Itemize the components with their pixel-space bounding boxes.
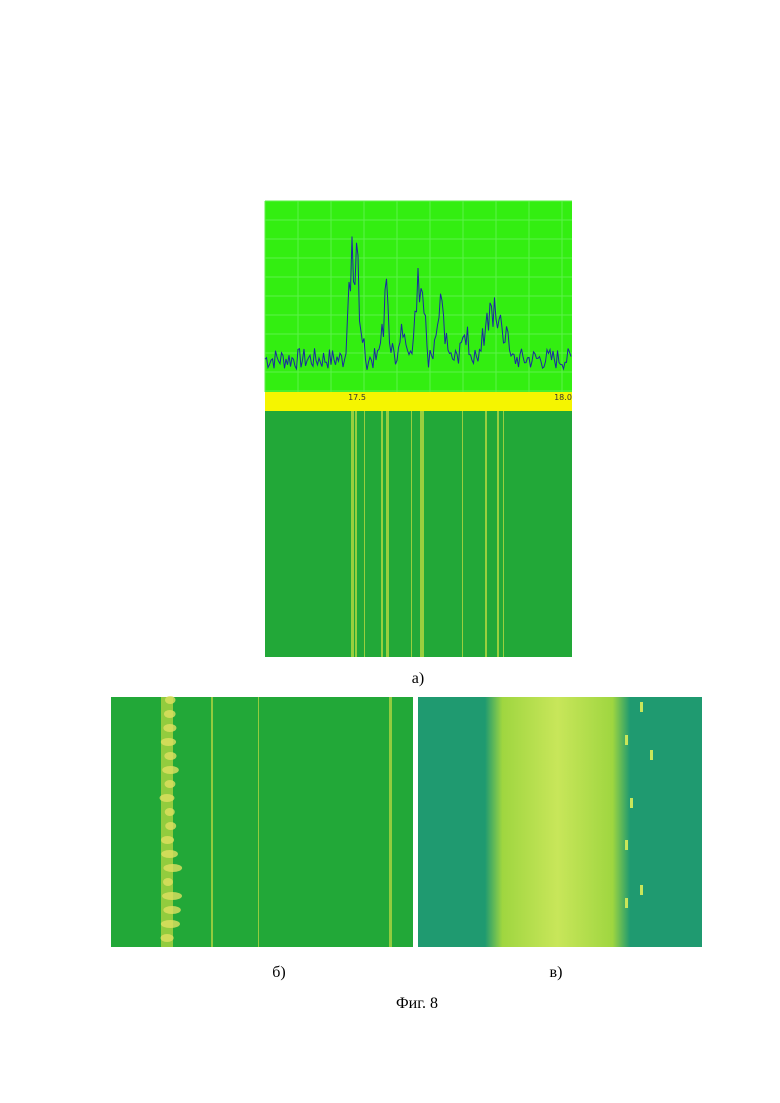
signal-burst: [164, 752, 176, 760]
signal-burst: [161, 934, 174, 942]
waterfall-panel-c: [418, 697, 702, 947]
signal-burst: [164, 710, 176, 718]
signal-tick: [625, 898, 628, 908]
signal-line: [411, 411, 412, 657]
signal-tick: [640, 702, 643, 712]
signal-line: [351, 411, 354, 657]
signal-line: [364, 411, 365, 657]
signal-line: [497, 411, 499, 657]
signal-burst: [165, 808, 175, 816]
signal-burst: [161, 850, 178, 858]
signal-tick: [625, 840, 628, 850]
signal-line: [420, 411, 424, 657]
signal-line: [211, 697, 213, 947]
signal-line: [389, 697, 392, 947]
signal-burst: [161, 836, 174, 844]
signal-line: [258, 697, 259, 947]
signal-burst: [165, 696, 176, 704]
frequency-axis: [265, 392, 572, 411]
figure-caption: Фиг. 8: [396, 995, 438, 1012]
signal-line: [386, 411, 389, 657]
signal-line: [485, 411, 487, 657]
signal-burst: [163, 878, 173, 886]
signal-burst: [161, 920, 180, 928]
waterfall: [265, 411, 572, 657]
panel-label: в): [550, 964, 563, 981]
panel-label: б): [272, 964, 285, 981]
signal-line: [462, 411, 463, 657]
signal-tick: [625, 735, 628, 745]
signal-burst: [163, 724, 176, 732]
signal-tick: [640, 885, 643, 895]
noise-band: [485, 697, 630, 947]
signal-line: [355, 411, 357, 657]
spectrum-panel: 17.5 18.0: [265, 201, 572, 657]
waterfall-panel-b: [111, 696, 413, 947]
axis-label: 17.5: [348, 393, 366, 402]
signal-burst: [160, 794, 175, 802]
signal-burst: [162, 892, 182, 900]
waterfall: [111, 697, 413, 947]
signal-burst: [165, 822, 176, 830]
signal-tick: [650, 750, 653, 760]
signal-burst: [163, 864, 182, 872]
signal-burst: [164, 780, 175, 788]
signal-line: [381, 411, 383, 657]
signal-line: [503, 411, 504, 657]
axis-label: 18.0: [554, 393, 572, 402]
signal-burst: [162, 766, 179, 774]
panel-label: а): [412, 670, 424, 687]
signal-tick: [630, 798, 633, 808]
signal-burst: [161, 738, 176, 746]
signal-burst: [163, 906, 181, 914]
page: 17.5 18.0 а) б) в) Фиг. 8: [0, 0, 780, 1103]
